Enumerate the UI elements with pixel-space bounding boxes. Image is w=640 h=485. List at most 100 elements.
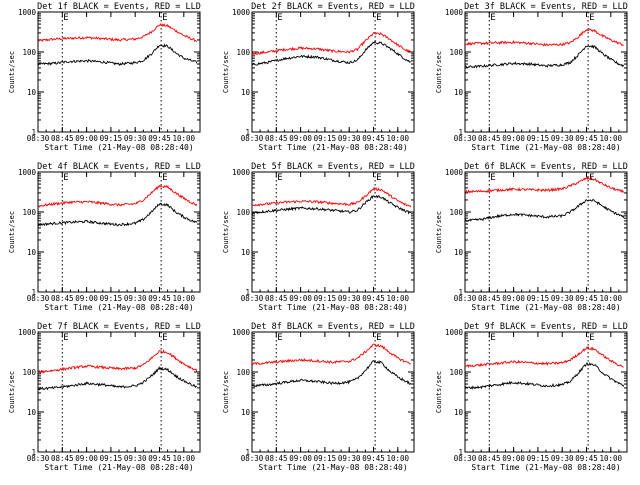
event-marker: E bbox=[277, 173, 282, 183]
x-tick-label: 09:00 bbox=[75, 454, 98, 463]
x-tick-label: 09:30 bbox=[338, 454, 361, 463]
x-tick-label: 08:45 bbox=[265, 134, 288, 143]
x-tick-label: 10:00 bbox=[600, 454, 623, 463]
y-axis-label: Counts/sec bbox=[435, 371, 443, 413]
event-marker: E bbox=[589, 13, 594, 23]
series-events bbox=[251, 41, 412, 66]
y-tick-label: 1000 bbox=[18, 8, 37, 17]
panel-title: Det 9f BLACK = Events, RED = LLD bbox=[464, 322, 628, 332]
x-tick-label: 09:15 bbox=[527, 454, 550, 463]
x-axis-label: Start Time (21-May-08 08:28:40) bbox=[44, 303, 193, 312]
y-tick-label: 10 bbox=[27, 248, 37, 257]
x-tick-label: 10:00 bbox=[600, 294, 623, 303]
x-tick-label: 09:45 bbox=[575, 454, 598, 463]
panel-title: Det 6f BLACK = Events, RED = LLD bbox=[464, 162, 628, 172]
series-lld bbox=[464, 176, 625, 194]
panel-title: Det 5f BLACK = Events, RED = LLD bbox=[251, 162, 415, 172]
y-tick-label: 1000 bbox=[18, 168, 37, 177]
panel-title: Det 4f BLACK = Events, RED = LLD bbox=[37, 162, 201, 172]
x-tick-label: 09:15 bbox=[100, 294, 123, 303]
series-lld bbox=[37, 349, 198, 374]
event-marker: E bbox=[63, 13, 68, 23]
x-axis-label: Start Time (21-May-08 08:28:40) bbox=[258, 463, 407, 472]
series-events bbox=[37, 202, 198, 227]
y-tick-label: 100 bbox=[22, 48, 36, 57]
x-tick-label: 10:00 bbox=[600, 134, 623, 143]
series-events bbox=[37, 43, 198, 66]
event-marker: E bbox=[376, 13, 381, 23]
y-tick-label: 100 bbox=[22, 368, 36, 377]
y-axis-label: Counts/sec bbox=[222, 211, 230, 253]
series-events bbox=[464, 199, 625, 223]
x-tick-label: 09:30 bbox=[124, 294, 147, 303]
x-tick-label: 09:15 bbox=[527, 134, 550, 143]
x-tick-label: 09:45 bbox=[362, 294, 385, 303]
y-tick-label: 1 bbox=[458, 288, 463, 297]
x-tick-label: 08:45 bbox=[51, 134, 74, 143]
x-tick-label: 09:00 bbox=[502, 294, 525, 303]
panel-5: Det 5f BLACK = Events, RED = LLD 1 10 100 10… bbox=[222, 162, 415, 312]
y-tick-label: 10 bbox=[454, 88, 464, 97]
x-axis-label: Start Time (21-May-08 08:28:40) bbox=[258, 303, 407, 312]
x-tick-label: 08:45 bbox=[51, 454, 74, 463]
x-tick-label: 08:30 bbox=[27, 454, 50, 463]
x-tick-label: 08:45 bbox=[478, 454, 501, 463]
y-tick-label: 1 bbox=[31, 448, 36, 457]
panel-3: Det 3f BLACK = Events, RED = LLD 1 10 100 10… bbox=[435, 2, 628, 152]
x-tick-label: 08:45 bbox=[478, 294, 501, 303]
x-tick-label: 09:30 bbox=[124, 134, 147, 143]
series-lld bbox=[464, 346, 624, 369]
series-events bbox=[251, 194, 412, 216]
y-tick-label: 100 bbox=[236, 208, 250, 217]
y-tick-label: 10 bbox=[454, 408, 464, 417]
y-axis-label: Counts/sec bbox=[8, 51, 16, 93]
y-tick-label: 1 bbox=[458, 128, 463, 137]
x-tick-label: 09:00 bbox=[75, 294, 98, 303]
panel-title: Det 3f BLACK = Events, RED = LLD bbox=[464, 2, 628, 12]
series-events bbox=[251, 360, 412, 388]
y-tick-label: 10 bbox=[27, 88, 37, 97]
x-axis-label: Start Time (21-May-08 08:28:40) bbox=[44, 143, 193, 152]
x-tick-label: 09:30 bbox=[551, 294, 574, 303]
event-marker: E bbox=[63, 173, 68, 183]
panel-title: Det 2f BLACK = Events, RED = LLD bbox=[251, 2, 415, 12]
x-tick-label: 09:00 bbox=[289, 134, 312, 143]
panel-2: Det 2f BLACK = Events, RED = LLD 1 10 100 10… bbox=[222, 2, 415, 152]
y-tick-label: 10 bbox=[454, 248, 464, 257]
y-tick-label: 100 bbox=[449, 368, 463, 377]
event-marker: E bbox=[162, 173, 167, 183]
series-events bbox=[464, 44, 625, 69]
y-tick-label: 1000 bbox=[445, 168, 464, 177]
x-tick-label: 09:45 bbox=[148, 134, 171, 143]
x-tick-label: 09:00 bbox=[289, 294, 312, 303]
y-tick-label: 1000 bbox=[232, 8, 251, 17]
x-tick-label: 08:30 bbox=[27, 134, 50, 143]
y-axis-label: Counts/sec bbox=[435, 51, 443, 93]
event-marker: E bbox=[490, 333, 495, 343]
y-tick-label: 100 bbox=[236, 368, 250, 377]
x-tick-label: 10:00 bbox=[173, 294, 196, 303]
x-tick-label: 08:30 bbox=[454, 454, 477, 463]
x-tick-label: 08:30 bbox=[241, 454, 264, 463]
x-tick-label: 09:15 bbox=[527, 294, 550, 303]
panel-title: Det 7f BLACK = Events, RED = LLD bbox=[37, 322, 201, 332]
panel-4: Det 4f BLACK = Events, RED = LLD 1 10 100 10… bbox=[8, 162, 201, 312]
y-axis-label: Counts/sec bbox=[8, 211, 16, 253]
event-marker: E bbox=[277, 333, 282, 343]
panel-9: Det 9f BLACK = Events, RED = LLD 1 10 100 10… bbox=[435, 322, 628, 472]
y-tick-label: 1000 bbox=[445, 8, 464, 17]
event-marker: E bbox=[376, 173, 381, 183]
event-marker: E bbox=[589, 333, 594, 343]
x-tick-label: 09:30 bbox=[338, 294, 361, 303]
x-tick-label: 09:45 bbox=[148, 294, 171, 303]
y-tick-label: 10 bbox=[27, 408, 37, 417]
x-tick-label: 10:00 bbox=[173, 134, 196, 143]
x-tick-label: 08:30 bbox=[454, 134, 477, 143]
x-tick-label: 08:45 bbox=[265, 454, 288, 463]
x-tick-label: 09:15 bbox=[314, 454, 337, 463]
x-tick-label: 10:00 bbox=[387, 294, 410, 303]
y-axis-label: Counts/sec bbox=[222, 371, 230, 413]
event-marker: E bbox=[277, 13, 282, 23]
y-tick-label: 10 bbox=[241, 248, 251, 257]
